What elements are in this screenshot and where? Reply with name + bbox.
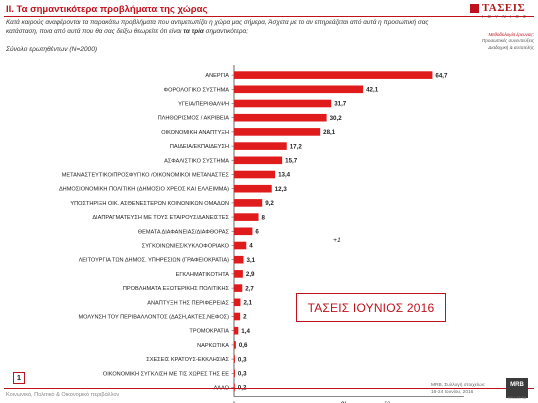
category-label: ΟΙΚΟΝΟΜΙΚΗ ΑΝΑΠΤΥΞΗ [161, 130, 229, 136]
category-label: ΑΝΕΡΓΙΑ [205, 73, 229, 79]
logo-mark-icon [470, 4, 479, 13]
page-title: II. Τα σημαντικότερα προβλήματα της χώρα… [6, 4, 208, 15]
value-label: 15,7 [285, 158, 298, 165]
value-label: 2,9 [246, 271, 255, 278]
bar [234, 383, 235, 392]
category-label: ΦΟΡΟΛΟΓΙΚΟ ΣΥΣΤΗΜΑ [164, 87, 230, 93]
value-label: 28,1 [323, 129, 336, 136]
category-label: ΘΕΜΑΤΑ ΔΙΑΦΑΝΕΙΑΣ/ΔΙΑΦΘΟΡΑΣ [138, 229, 230, 235]
value-label: 3,1 [247, 257, 256, 264]
mrb-logo: MRB [506, 378, 528, 398]
footer-divider [4, 388, 534, 389]
value-label: 9,2 [265, 200, 274, 207]
page-number: 1 [13, 372, 25, 384]
category-label: ΝΑΡΚΩΤΙΚΑ [197, 343, 229, 349]
methodology-line-2: Διαδοχική & αυτοτελής [488, 44, 534, 50]
value-label: 0,6 [239, 342, 248, 349]
category-label: ΟΙΚΟΝΟΜΙΚΗ ΣΥΓΚΛΙΣΗ ΜΕ ΤΙΣ ΧΩΡΕΣ ΤΗΣ ΕΕ [103, 371, 229, 377]
category-label: ΜΟΛΥΝΣΗ ΤΟΥ ΠΕΡΙΒΑΛΛΟΝΤΟΣ (ΔΑΣΗ,ΑΚΤΕΣ,ΝΕ… [79, 315, 230, 321]
category-label: ΠΛΗΘΩΡΙΣΜΟΣ / ΑΚΡΙΒΕΙΑ [158, 116, 230, 122]
category-label: ΠΡΟΒΛΗΜΑΤΑ ΕΞΩΤΕΡΙΚΗΣ ΠΟΛΙΤΙΚΗΣ [123, 286, 230, 292]
value-label: 4 [249, 243, 253, 250]
bar [234, 113, 327, 122]
x-tick-label: 0 [233, 402, 236, 403]
x-axis-label: % [341, 402, 348, 403]
category-label: ΠΑΙΔΕΙΑ/ΕΚΠΑΙΔΕΥΣΗ [170, 144, 229, 150]
category-label: ΔΙΑΠΡΑΓΜΑΤΕΥΣΗ ΜΕ ΤΟΥΣ ΕΤΑΙΡΟΥΣ/ΔΑΝΕΙΣΤΕ… [92, 215, 229, 221]
fieldwork-line-1: MRB, Συλλογή στοιχείων: [431, 383, 486, 388]
bar [234, 355, 235, 363]
x-tick-label: 50 [385, 402, 391, 403]
category-label: ΣΥΓΚΟΙΝΩΝΙΕΣ/ΚΥΚΛΟΦΟΡΙΑΚΟ [142, 244, 230, 250]
value-label: 8 [262, 214, 266, 221]
value-label: 2,1 [243, 300, 252, 307]
bar [234, 326, 239, 335]
bar [234, 284, 243, 292]
bar [234, 341, 236, 349]
mrb-logo-subtitle: HELLAS SA [507, 396, 527, 400]
value-label: 12,3 [275, 186, 288, 193]
category-label: ΜΕΤΑΝΑΣΤΕΥΤΙΚΟ/ΠΡΟΣΦΥΓΙΚΟ /ΟΙΚΟΝΟΜΙΚΟΙ Μ… [62, 173, 230, 179]
value-label: 30,2 [330, 115, 343, 122]
bar [234, 312, 241, 321]
bar [234, 85, 364, 94]
question-text-start: Κατά καιρούς αναφέρονται τα παρακάτω προ… [6, 19, 429, 35]
value-label: 13,4 [278, 172, 291, 179]
methodology-title: Μεθοδολογία έρευνας: [488, 32, 534, 37]
fieldwork-line-2: 16-24 Ιουνίου, 2016 [431, 389, 474, 395]
bar [234, 213, 259, 221]
value-label: 6 [255, 229, 259, 236]
survey-stamp: ΤΑΣΕΙΣ ΙΟΥΝΙΟΣ 2016 [296, 293, 446, 322]
value-label: 2,7 [245, 285, 254, 292]
category-label: ΛΕΙΤΟΥΡΓΙΑ ΤΩΝ ΔΗΜΟΣ. ΥΠΗΡΕΣΙΩΝ (ΓΡΑΦΕΙΟ… [79, 258, 230, 264]
bar [234, 99, 332, 108]
bar [234, 298, 241, 307]
bar [234, 71, 433, 79]
question-text-end: σημαντικότερα; [203, 27, 248, 35]
value-label: 0,3 [238, 356, 247, 363]
footer-fieldwork-note: MRB, Συλλογή στοιχείων: 16-24 Ιουνίου, 2… [431, 383, 495, 397]
value-label: 17,2 [290, 143, 303, 150]
category-label: ΤΡΟΜΟΚΡΑΤΙΑ [189, 329, 229, 335]
bar [234, 255, 244, 264]
bar [234, 199, 263, 207]
value-label: 31,7 [334, 101, 347, 108]
title-divider [4, 16, 534, 17]
methodology-line-1: Προσωπικές συνεντεύξεις [481, 38, 534, 44]
category-label: ΑΣΦΑΛΙΣΤΙΚΟ ΣΥΣΤΗΜΑ [164, 158, 229, 164]
bar [234, 128, 321, 136]
question-highlight: τα τρία [183, 27, 204, 35]
bar [234, 184, 272, 193]
category-label: ΑΝΑΠΤΥΞΗ ΤΗΣ ΠΕΡΙΦΕΡΕΙΑΣ [147, 300, 229, 306]
category-label: ΔΗΜΟΣΙΟΝΟΜΙΚΗ ΠΟΛΙΤΙΚΗ (ΔΗΜΟΣΙΟ ΧΡΕΟΣ ΚΑ… [59, 187, 229, 193]
bar [234, 227, 253, 236]
value-label: 1,4 [241, 328, 250, 335]
logo-text: ΤΑΣΕΙΣ [482, 2, 526, 14]
bar [234, 142, 287, 150]
bar [234, 241, 247, 250]
chart-annotation: +1 [333, 237, 341, 244]
value-label: 42,1 [366, 87, 379, 94]
category-label: ΥΠΟΣΤΗΡΙΞΗ ΟΙΚ. ΑΣΘΕΝΕΣΤΕΡΩΝ ΚΟΙΝΩΝΙΚΩΝ … [70, 201, 229, 207]
footer-section-title: Κοινωνικό, Πολιτικό & Οικονομικό περιβάλ… [6, 392, 120, 398]
category-label: ΣΧΕΣΕΙΣ ΚΡΑΤΟΥΣ-ΕΚΚΛΗΣΙΑΣ [146, 357, 229, 363]
bar [234, 369, 235, 378]
bar [234, 270, 243, 278]
bar [234, 156, 283, 165]
survey-question: Κατά καιρούς αναφέρονται τα παρακάτω προ… [6, 19, 438, 37]
category-label: ΕΓΚΛΗΜΑΤΙΚΟΤΗΤΑ [176, 272, 230, 278]
bar [234, 170, 276, 179]
category-label: ΥΓΕΙΑ/ΠΕΡΙΘΑΛΨΗ [178, 102, 229, 108]
value-label: 0,3 [238, 371, 247, 378]
value-label: 2 [243, 314, 247, 321]
value-label: 64,7 [435, 72, 448, 79]
methodology-note: Μεθοδολογία έρευνας: Προσωπικές συνεντεύ… [448, 32, 534, 51]
sample-size: Σύνολο ερωτηθέντων (Ν=2000) [6, 46, 98, 53]
